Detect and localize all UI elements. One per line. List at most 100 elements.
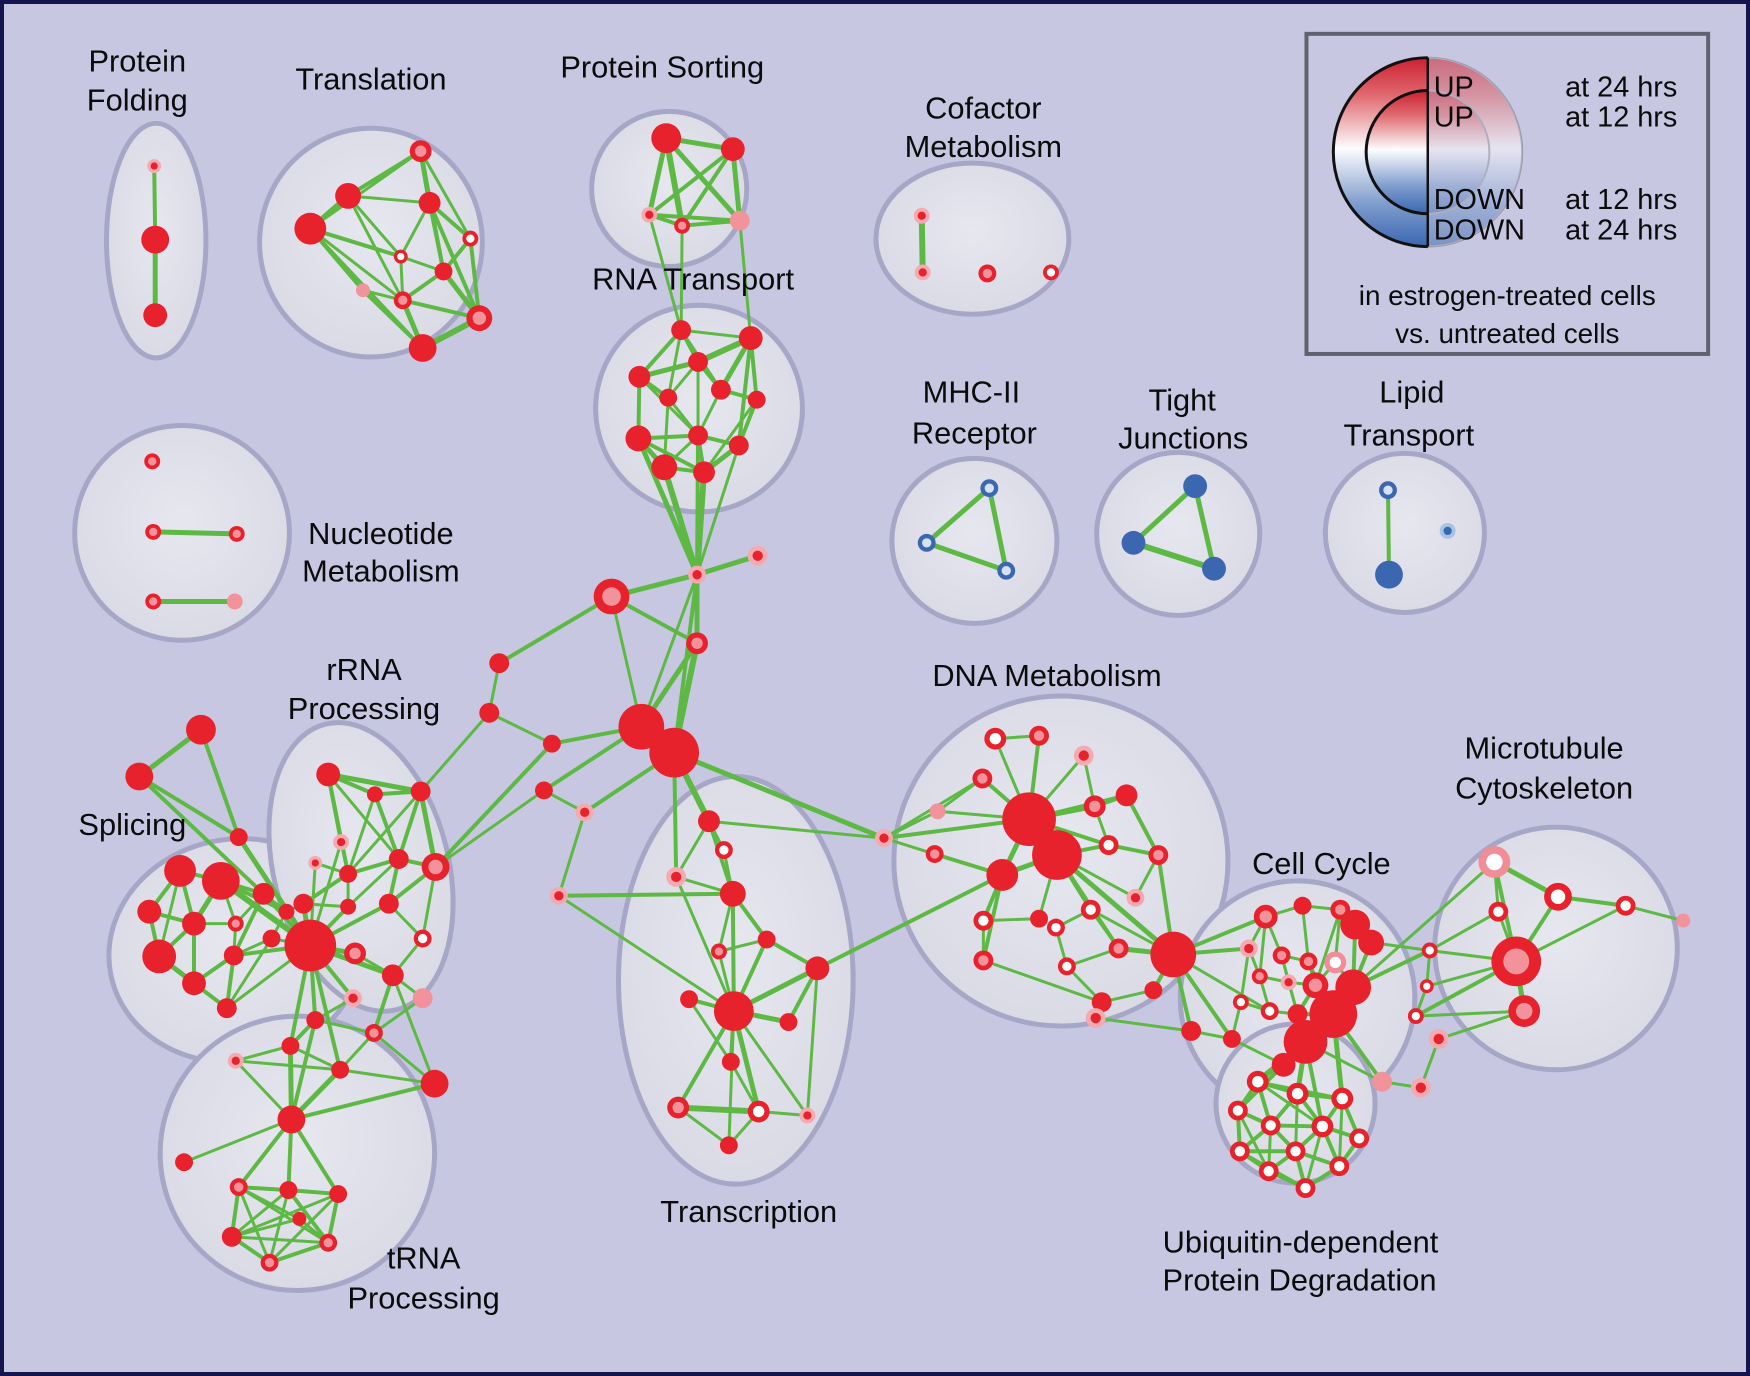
network-node-red: [262, 929, 281, 948]
network-node-red: [542, 734, 561, 753]
network-node-red: [719, 1136, 738, 1155]
network-node-red: [182, 971, 206, 996]
network-node-center: [1051, 922, 1061, 933]
network-node-red: [277, 1105, 306, 1134]
cluster-label-tj: Junctions: [1118, 420, 1248, 455]
network-edge: [267, 1240, 331, 1265]
network-edge: [1428, 910, 1500, 952]
network-node-center: [917, 211, 926, 220]
network-edge: [1124, 793, 1161, 858]
legend-up-inner-time: at 12 hrs: [1565, 101, 1677, 133]
network-edge: [433, 741, 554, 869]
legend-down-outer-label: DOWN: [1434, 215, 1525, 247]
network-node-center: [1103, 839, 1114, 851]
network-node-red: [651, 454, 678, 481]
network-node-red: [688, 425, 708, 446]
network-node-red: [720, 137, 745, 162]
network-edge: [391, 973, 437, 1086]
network-node-red: [688, 351, 708, 372]
network-edge: [557, 894, 736, 1013]
network-node-center: [1078, 750, 1089, 761]
network-node-red: [1115, 784, 1138, 807]
network-edge: [198, 727, 241, 840]
network-node-center: [1503, 948, 1530, 975]
network-edge: [288, 1044, 342, 1072]
network-node-red: [366, 786, 383, 803]
network-edge: [237, 1185, 272, 1265]
network-node-red: [182, 911, 206, 936]
network-node-center: [428, 859, 443, 875]
network-edge: [1192, 483, 1217, 572]
network-edge: [736, 336, 753, 448]
network-node-center: [1620, 900, 1631, 911]
network-node-center: [323, 1238, 333, 1248]
cluster-label-tn: Processing: [347, 1280, 499, 1315]
network-node-red: [339, 864, 358, 883]
network-node-pink: [1372, 1071, 1392, 1092]
network-node-red: [186, 714, 216, 745]
network-node-red: [408, 334, 437, 362]
network-node-center: [1236, 998, 1245, 1007]
network-edge: [680, 147, 735, 228]
network-edge: [679, 224, 684, 332]
network-edge: [230, 1235, 330, 1245]
network-node-center: [1252, 1076, 1264, 1088]
legend-box: [1304, 31, 1711, 356]
network-edge: [234, 1044, 292, 1063]
network-node-red: [378, 893, 399, 914]
network-node-center: [397, 252, 405, 261]
network-node-center: [670, 871, 682, 883]
network-node-red: [489, 653, 510, 674]
network-node-center: [1130, 893, 1141, 903]
network-node-center: [554, 891, 564, 901]
network-edge: [150, 529, 240, 537]
network-edge: [671, 750, 887, 841]
network-node-center: [1284, 978, 1293, 987]
network-node-red: [628, 365, 651, 388]
network-node-red: [713, 991, 754, 1031]
network-node-center: [231, 1056, 240, 1065]
network-node-red: [1283, 1020, 1328, 1064]
network-edge: [137, 774, 241, 840]
cluster-label-tn: tRNA: [387, 1241, 461, 1276]
network-node-red: [252, 882, 275, 905]
network-edge: [237, 1185, 301, 1221]
network-edge: [487, 711, 554, 746]
network-node-red: [294, 212, 327, 245]
network-edge: [372, 792, 401, 861]
network-node-center: [1062, 961, 1072, 972]
network-node-red: [142, 939, 177, 974]
network-node-center: [1090, 1012, 1101, 1024]
network-edge: [661, 464, 701, 578]
network-node-red: [651, 123, 682, 154]
network-node-center: [1383, 485, 1393, 495]
cluster-label-lt: Transport: [1344, 417, 1475, 452]
network-node-red: [659, 388, 678, 407]
network-node-blue: [1202, 556, 1226, 581]
network-node-red: [293, 893, 314, 914]
network-edge: [1239, 946, 1251, 1004]
network-edge: [346, 194, 432, 205]
network-node-center: [1415, 1082, 1426, 1093]
network-edge: [230, 1188, 290, 1239]
network-node-center: [1244, 943, 1254, 954]
network-node-center: [1113, 943, 1124, 954]
network-node-center: [1336, 1092, 1348, 1105]
network-node-red: [434, 262, 453, 281]
network-edge: [882, 809, 940, 840]
network-node-center: [1423, 982, 1431, 990]
network-edge: [338, 1068, 437, 1086]
network-node-red: [680, 990, 699, 1009]
network-node-center: [1433, 1033, 1444, 1045]
network-node-center: [1259, 910, 1272, 923]
network-node-center: [1255, 972, 1264, 981]
network-node-red: [125, 762, 154, 791]
network-node-center: [922, 538, 932, 548]
network-node-red: [381, 964, 404, 987]
network-edge: [557, 810, 587, 898]
cluster-label-cf: Cofactor: [925, 90, 1041, 125]
network-node-center: [978, 915, 989, 926]
cluster-label-ub: Ubiquitin-dependent: [1163, 1225, 1439, 1260]
network-node-red: [229, 828, 248, 847]
